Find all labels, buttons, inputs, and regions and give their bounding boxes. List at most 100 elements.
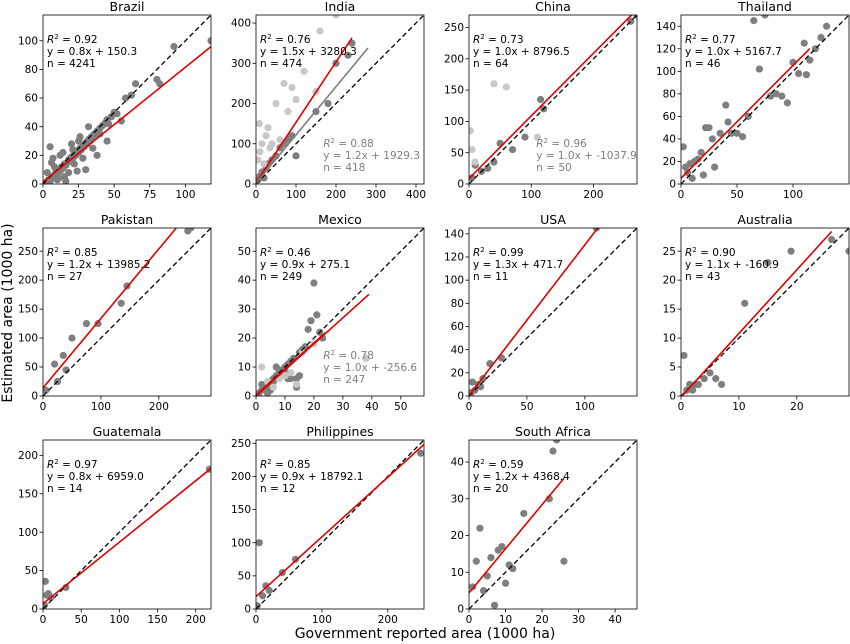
data-point [281,372,289,380]
data-point [772,90,780,98]
data-point [553,440,561,444]
x-tick-label: 100 [521,189,541,201]
data-point [712,375,720,383]
data-point [490,601,499,609]
annotation-r2: R2 = 0.92 [47,33,98,46]
data-point [332,15,340,19]
y-tick-label: 80 [663,88,676,100]
x-tick-label: 30 [336,401,349,413]
axes-frame [468,14,638,185]
annotation-n: n = 474 [260,58,302,70]
data-point [741,299,749,307]
plot-area [681,228,849,396]
data-point [800,39,808,47]
y-tick-label: 120 [656,43,676,55]
annotation-r2: R2 = 0.59 [473,458,524,471]
data-point [700,375,708,383]
y-tick-label: 50 [451,147,464,159]
data-point [287,369,295,377]
fit-line [256,443,424,598]
data-point [265,586,273,595]
y-tick-label: 0 [31,604,38,616]
subplot-title: South Africa [515,424,591,439]
annotation-n: n = 64 [473,58,509,70]
data-point [284,107,292,116]
data-point [263,389,272,396]
x-tick-label: 0 [678,189,685,201]
subplot-brazil: 0 25 50 75 100 0 20 40 60 80 100 Brazil R2 = 0.92y =… [18,0,212,201]
y-tick-label: 20 [663,156,676,168]
x-tick-label: 50 [520,401,533,413]
data-point [69,146,77,154]
x-tick-label: 20 [790,401,803,413]
data-point [487,553,495,562]
data-point [733,129,741,137]
data-point [694,380,702,389]
annotation-n: n = 27 [47,271,83,283]
subplot-pakistan: 0 100 200 0 50 100 150 200 250 Pakistan R2 = 0.85y… [18,212,212,413]
y-tick-label: 100 [18,527,38,539]
subplot-title: Thailand [737,0,792,14]
x-tick-label: 0 [253,614,260,626]
y-tick-label: 150 [18,304,38,316]
y-tick-label: 60 [663,111,676,123]
data-point [104,120,113,128]
subplot-title: China [535,0,571,14]
data-point [300,67,308,75]
data-point [94,319,102,328]
x-tick-label: 10 [278,401,291,413]
annotation-equation: y = 1.1x + -160.9 [685,259,779,271]
x-tick-label: 400 [406,189,426,201]
y-tick-label: 0 [244,391,251,403]
y-tick-label: 100 [444,275,464,287]
annotation-r2: R2 = 0.76 [260,33,311,46]
y-tick-label: 20 [238,333,251,345]
axes-frame [468,439,638,610]
data-point [103,137,111,145]
y-tick-label: 20 [451,530,464,542]
data-point [46,143,54,151]
y-tick-label: 200 [444,53,464,65]
data-point [84,123,93,131]
data-point [292,380,301,389]
data-point [750,17,758,25]
y-tick-label: 100 [656,66,676,78]
data-point [264,124,272,132]
data-point [783,99,792,107]
data-point [761,15,769,19]
data-point [711,163,719,171]
data-point [268,140,276,148]
data-point [694,155,702,163]
data-point [256,120,263,128]
data-point [258,363,266,371]
subplot-title: Philippines [306,424,373,439]
annotation-n: n = 12 [260,483,296,495]
y-tick-label: 50 [25,362,38,374]
x-tick-label: 50 [394,401,407,413]
data-point [117,299,125,307]
y-tick-label: 10 [451,567,464,579]
subplot-usa: 0 50 100 0 20 40 60 80 100 120 140 USA R2 = 0.99y = … [444,212,638,413]
data-point [688,386,697,394]
data-point [476,383,485,391]
x-tick-label: 100 [575,401,595,413]
annotation-r2: R2 = 0.77 [685,33,736,46]
x-tick-label: 200 [326,189,346,201]
plot-area [256,440,424,609]
annotation-r2: R2 = 0.78 [323,349,374,362]
data-point [469,127,474,135]
data-point [258,592,267,600]
data-point [469,378,477,386]
x-tick-label: 100 [286,189,306,201]
data-point [845,247,849,255]
annotation-n: n = 50 [536,162,572,174]
data-point [705,124,713,132]
x-tick-label: 0 [253,401,260,413]
plot-area [469,228,637,396]
x-tick-label: 20 [307,401,320,413]
x-tick-label: 0 [253,189,260,201]
axes-frame [42,227,212,397]
data-point [697,148,705,157]
y-tick-label: 0 [31,179,38,191]
x-tick-label: 25 [72,189,85,201]
